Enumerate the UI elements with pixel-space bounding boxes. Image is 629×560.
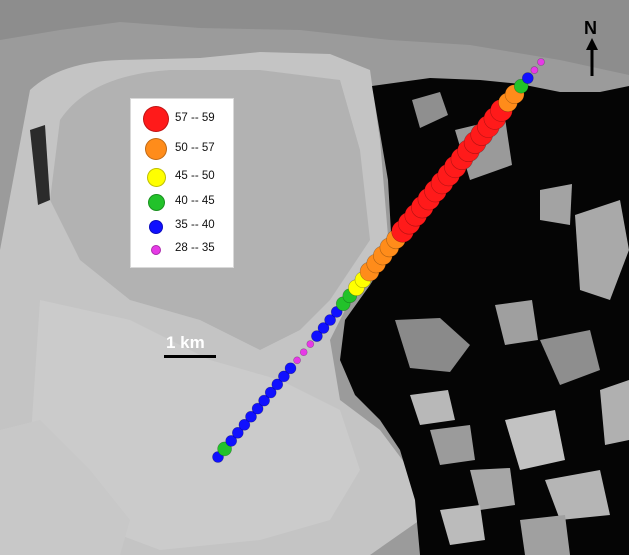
legend-marker [148, 194, 165, 211]
ice-floe [540, 184, 572, 225]
transect-marker [311, 330, 323, 342]
ice-floe [505, 410, 565, 470]
legend-label: 45 -- 50 [175, 170, 215, 182]
transect-marker [271, 378, 284, 391]
ice-floe [545, 470, 610, 520]
legend-label: 28 -- 35 [175, 242, 215, 254]
northern-shore [0, 0, 629, 75]
ice-floe [540, 330, 600, 385]
scale-label: 1 km [166, 333, 205, 352]
legend-item: 45 -- 50 [131, 167, 233, 191]
transect-marker [278, 370, 290, 383]
legend-marker [143, 106, 169, 132]
transect-marker [317, 322, 330, 334]
ice-floe [575, 200, 629, 300]
legend-item: 57 -- 59 [131, 106, 233, 133]
legend-item: 35 -- 40 [131, 216, 233, 240]
legend-marker [145, 138, 167, 160]
ice-floe [470, 468, 515, 510]
transect-marker [232, 426, 244, 439]
transect-marker [264, 386, 277, 399]
transect-marker [521, 72, 534, 84]
legend-marker [147, 168, 166, 187]
transect-marker [306, 340, 315, 348]
ice-floe [520, 515, 570, 555]
lead [30, 125, 50, 205]
southern-ice [30, 300, 360, 550]
ice-floe [412, 92, 448, 128]
transect-marker [238, 418, 251, 431]
north-arrow: N [580, 18, 604, 80]
ice-floe [495, 300, 538, 345]
ice-floe [395, 318, 470, 372]
legend-item: 40 -- 45 [131, 192, 233, 216]
ice-floe [410, 390, 455, 425]
transect-marker [537, 58, 545, 66]
transect-marker [293, 356, 301, 365]
legend: 57 -- 59 50 -- 57 45 -- 50 40 -- 45 35 -… [130, 98, 234, 268]
transect-marker [245, 410, 257, 423]
legend-item: 28 -- 35 [131, 239, 233, 263]
ice-floe [430, 425, 475, 465]
transect-marker [258, 394, 270, 407]
town-area [0, 420, 130, 555]
transect-marker [530, 66, 539, 74]
legend-label: 35 -- 40 [175, 219, 215, 231]
north-label: N [584, 18, 597, 38]
transect-marker [225, 435, 237, 447]
legend-label: 50 -- 57 [175, 142, 215, 154]
scale-line [164, 355, 216, 358]
transect-marker [299, 348, 308, 357]
legend-label: 57 -- 59 [175, 112, 215, 124]
transect-marker [513, 78, 529, 94]
transect-marker [284, 362, 297, 375]
ice-floe [440, 505, 485, 545]
measurement-transect [212, 58, 545, 463]
ice-floe [600, 380, 629, 445]
scale-bar: 1 km [164, 333, 216, 363]
north-arrow-icon [586, 38, 598, 76]
transect-marker [324, 314, 336, 326]
transect-marker [251, 402, 264, 415]
legend-marker [151, 245, 161, 255]
legend-label: 40 -- 45 [175, 195, 215, 207]
legend-marker [149, 220, 163, 234]
legend-item: 50 -- 57 [131, 138, 233, 163]
